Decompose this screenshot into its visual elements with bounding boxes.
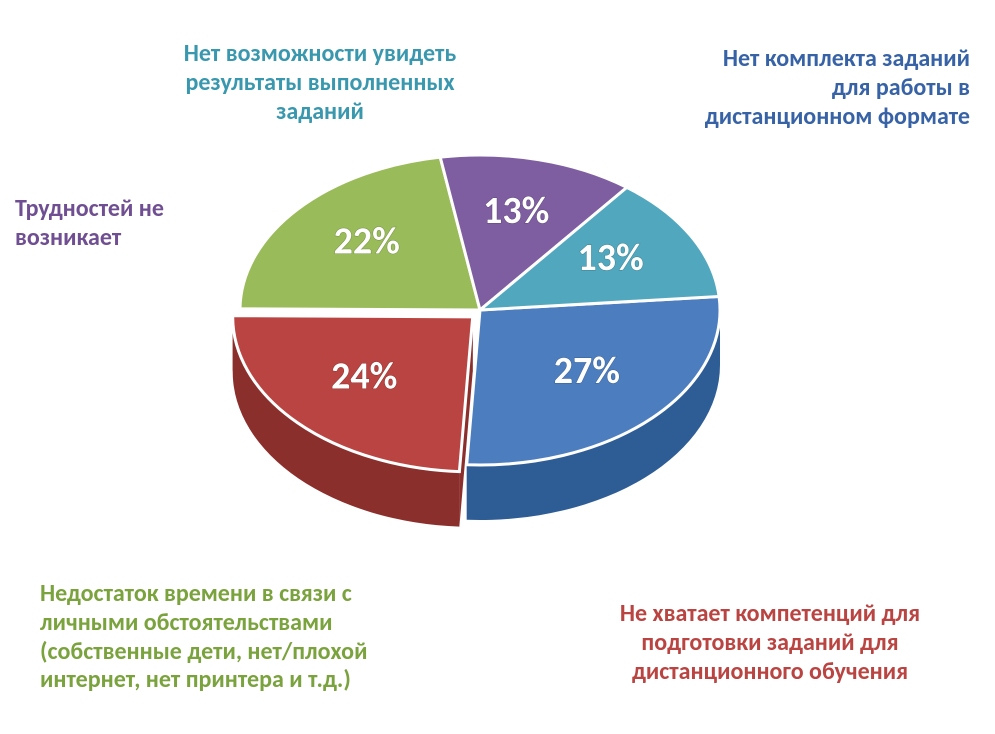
pie-slice-label: Нет возможности увидетьрезультаты выполн… [110, 40, 530, 126]
pie-slice-value: 22% [334, 219, 400, 265]
pie-slice-value: 13% [577, 235, 643, 281]
pie-slice-label-line: дистанционного обучения [555, 658, 985, 687]
pie-slice-label-line: личными обстоятельствами [40, 609, 480, 638]
pie-slice-label-line: заданий [110, 98, 530, 127]
pie-slice-label-line: Недостаток времени в связи с [40, 580, 480, 609]
pie-slice-label-line: подготовки заданий для [555, 629, 985, 658]
pie-slice-label: Недостаток времени в связи сличными обст… [40, 580, 480, 695]
pie-slice-label-line: результаты выполненных [110, 69, 530, 98]
pie-slice-value: 27% [554, 348, 620, 394]
pie-slice-label-line: интернет, нет принтера и т.д.) [40, 666, 480, 695]
pie-chart-root: 27% 24% 22% 13% 13% Нет комплекта заданийдля… [0, 0, 995, 734]
pie-slice-label: Нет комплекта заданийдля работы вдистанц… [550, 45, 970, 131]
pie-slice-label-line: Не хватает компетенций для [555, 600, 985, 629]
pie-slice-label-line: Нет возможности увидеть [110, 40, 530, 69]
pie-slice-label-line: дистанционном формате [550, 103, 970, 132]
pie-slice-label-line: Нет комплекта заданий [550, 45, 970, 74]
pie-slice-label-line: Трудностей не [15, 195, 275, 224]
pie-slice-label: Не хватает компетенций дляподготовки зад… [555, 600, 985, 686]
pie-slice-value: 24% [331, 354, 397, 400]
pie-slice-label-line: возникает [15, 224, 275, 253]
pie-slice-label-line: (собственные дети, нет/плохой [40, 638, 480, 667]
pie-slice-label: Трудностей невозникает [15, 195, 275, 253]
pie-slice-label-line: для работы в [550, 74, 970, 103]
pie-slice-value: 13% [483, 188, 549, 234]
